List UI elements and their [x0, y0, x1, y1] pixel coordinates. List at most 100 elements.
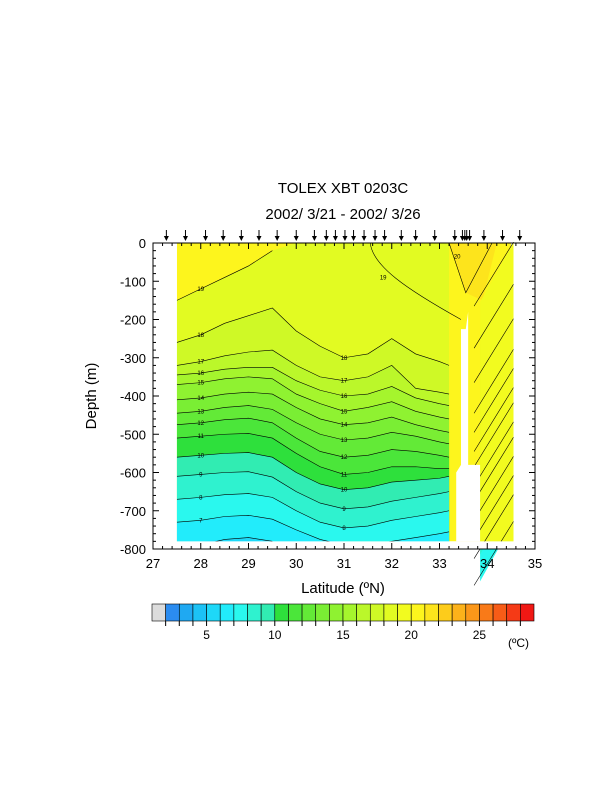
front-isotherm-10	[473, 475, 514, 540]
colorbar-box-2	[178, 603, 194, 622]
colorbar-box-23	[465, 603, 480, 622]
isotherm-label-18: 18	[341, 356, 348, 362]
y-tick-label: -200	[120, 313, 146, 328]
station-markers	[163, 230, 523, 241]
station-arrow-19	[452, 236, 458, 241]
front-isotherm-0	[473, 241, 514, 307]
y-tick-label: 0	[139, 236, 146, 251]
x-tick-label: 27	[146, 556, 160, 571]
station-arrow-26	[517, 236, 523, 241]
front-isotherm-1	[473, 284, 514, 349]
isotherm-label-19: 19	[197, 287, 204, 293]
colorbar-label: 10	[268, 628, 282, 642]
front-isotherm-4	[473, 368, 514, 433]
colorbar-box-8	[260, 603, 276, 622]
station-arrow-16	[398, 236, 404, 241]
station-arrow-15	[382, 236, 388, 241]
station-arrow-4	[238, 236, 244, 241]
isotherm-14	[176, 391, 450, 433]
station-arrow-11	[342, 236, 348, 241]
isotherm-label-18: 18	[197, 333, 204, 339]
colorbar-box-19	[410, 603, 426, 622]
isotherm-label-16: 16	[341, 394, 348, 400]
colorbar-box-27	[520, 603, 535, 622]
colorbar-box-25	[492, 603, 508, 622]
isotherm-15	[176, 376, 450, 420]
station-arrow-13	[361, 236, 367, 241]
isotherm-20-patch	[448, 242, 493, 294]
colorbar-box-16	[369, 603, 385, 622]
colorbar-label: 5	[203, 628, 210, 642]
x-tick-label: 32	[385, 556, 399, 571]
isotherm-label-13: 13	[197, 409, 204, 415]
band-6	[176, 537, 450, 542]
station-arrow-8	[311, 236, 317, 241]
front-isotherm-8	[473, 437, 514, 502]
front-band-12	[480, 521, 514, 582]
band-7	[176, 515, 450, 542]
colorbar-box-14	[342, 603, 357, 622]
isotherm-label-10: 10	[197, 453, 204, 459]
isotherm-label-20: 20	[454, 254, 461, 260]
colorbar-box-11	[301, 603, 317, 622]
colorbar-box-24	[479, 603, 494, 622]
x-tick-label: 33	[432, 556, 446, 571]
station-arrow-24	[481, 236, 487, 241]
station-arrow-2	[203, 236, 209, 241]
colorbar-label: 25	[473, 628, 487, 642]
x-tick-label: 34	[480, 556, 494, 571]
isotherm-label-13: 13	[341, 438, 348, 444]
isotherm-18	[176, 307, 450, 366]
y-tick-label: -100	[120, 274, 146, 289]
colorbar-box-26	[506, 603, 521, 622]
chart-subtitle: 2002/ 3/21 - 2002/ 3/26	[265, 206, 420, 223]
colorbar-box-22	[451, 603, 467, 622]
x-tick-label: 29	[241, 556, 255, 571]
x-tick-label: 30	[289, 556, 303, 571]
front-band-0	[480, 242, 514, 542]
isotherm-label-12: 12	[341, 455, 348, 461]
isotherm-label-10: 10	[341, 488, 348, 494]
front-isotherm-2	[473, 318, 514, 383]
isotherm-label-14: 14	[341, 423, 348, 429]
isotherm-7	[176, 515, 450, 546]
colorbar-box-15	[356, 603, 371, 622]
colorbar-unit: (ºC)	[508, 636, 529, 650]
warm-patch	[449, 243, 497, 301]
isotherm-label-8: 8	[199, 495, 203, 501]
isotherm-16	[176, 367, 450, 406]
colorbar-box-21	[438, 603, 453, 622]
temperature-field	[176, 242, 514, 582]
station-arrow-14	[372, 236, 378, 241]
isotherm-contours: 19 18 18 17 17 16 16 15 15 14 14 13 13 12 12 11 11 10 10 9 9…	[176, 241, 514, 586]
isotherm-label-15: 15	[197, 381, 204, 387]
isotherm-19-east	[369, 242, 462, 320]
station-arrow-25	[500, 236, 506, 241]
station-arrow-0	[163, 236, 169, 241]
front-isotherm-12	[473, 521, 514, 586]
colorbar-box-9	[274, 603, 289, 622]
isotherm-label-12: 12	[197, 421, 204, 427]
isotherm-11	[176, 433, 450, 475]
x-tick-label: 31	[337, 556, 351, 571]
colorbar-box-20	[424, 603, 439, 622]
front-isotherm-9	[473, 456, 514, 521]
station-arrow-6	[274, 236, 280, 241]
isotherm-label-8: 8	[342, 526, 346, 532]
station-arrow-5	[256, 236, 262, 241]
isotherm-label-11: 11	[198, 434, 205, 440]
isotherm-19	[176, 250, 273, 301]
isotherm-label-11: 11	[341, 472, 348, 478]
station-arrow-18	[432, 236, 438, 241]
colorbar-box-6	[233, 603, 248, 622]
y-tick-label: -300	[120, 351, 146, 366]
isotherm-label-15: 15	[341, 409, 348, 415]
colorbar-box-0	[151, 603, 166, 622]
isotherm-label-19-east: 19	[380, 275, 387, 281]
colorbar-box-1	[165, 603, 180, 622]
axes: 27 28 29 30 31 32 33 34 35 0 -100 -200 -300 -400 -500 -…	[120, 236, 542, 571]
station-arrow-3	[220, 236, 226, 241]
colorbar-box-10	[288, 603, 303, 622]
y-axis-label: Depth (m)	[83, 363, 100, 430]
